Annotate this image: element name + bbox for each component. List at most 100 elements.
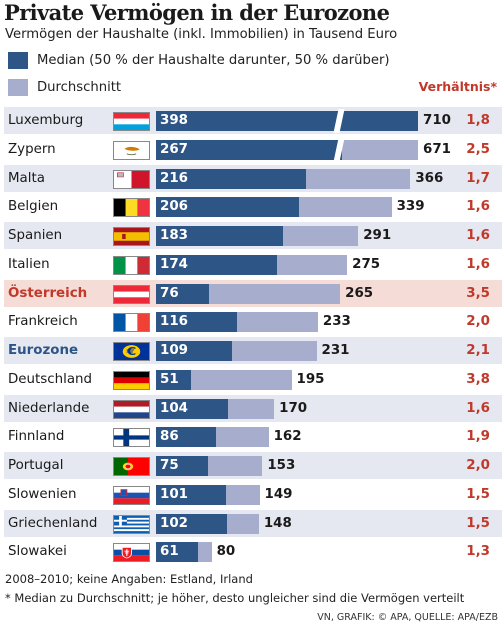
row-belgien: Belgien 206 339 1,6 xyxy=(0,192,502,221)
median-bar xyxy=(156,168,307,189)
eu-euro-flag-icon: € xyxy=(113,342,150,361)
row-eurozone: Eurozone €109 231 2,1 xyxy=(0,336,502,365)
slovakia-flag-icon xyxy=(113,543,150,563)
median-value-label: 206 xyxy=(160,199,188,215)
legend-average-swatch xyxy=(8,78,28,96)
legend-median-label: Median (50 % der Haushalte darunter, 50 … xyxy=(37,52,390,68)
slovenia-flag-icon xyxy=(113,485,150,505)
country-label: Deutschland xyxy=(8,371,93,387)
country-label: Italien xyxy=(8,256,50,272)
average-value-label: 231 xyxy=(321,343,350,358)
median-bar xyxy=(156,341,232,361)
ratio-value-label: 3,8 xyxy=(466,371,490,387)
country-label: Frankreich xyxy=(8,314,78,330)
median-value-label: 61 xyxy=(160,544,179,560)
belgium-flag-icon xyxy=(113,198,150,218)
median-bar xyxy=(156,398,229,419)
legend-median-swatch xyxy=(8,51,28,69)
ratio-value-label: 1,6 xyxy=(466,400,490,416)
ratio-value-label: 1,6 xyxy=(466,199,490,215)
ratio-value-label: 1,3 xyxy=(466,544,490,560)
austria-flag-icon xyxy=(113,284,150,304)
median-value-label: 101 xyxy=(160,486,188,502)
france-flag-icon xyxy=(113,313,150,333)
ratio-value-label: 3,5 xyxy=(466,285,490,301)
svg-text:€: € xyxy=(125,346,136,358)
country-label: Griechenland xyxy=(8,515,98,531)
median-bar xyxy=(156,369,192,390)
row-finnland: Finnland 86 162 1,9 xyxy=(0,422,502,451)
median-value-label: 104 xyxy=(160,400,188,416)
country-label: Belgien xyxy=(8,199,59,215)
row-slowakei: Slowakei 61 80 1,3 xyxy=(0,537,502,566)
country-label: Österreich xyxy=(8,285,88,301)
median-value-label: 75 xyxy=(160,458,179,473)
average-value-label: 366 xyxy=(415,170,444,186)
median-value-label: 51 xyxy=(160,371,179,387)
median-bar xyxy=(156,111,418,131)
row-slowenien: Slowenien 101 149 1,5 xyxy=(0,480,502,509)
cyprus-flag-icon xyxy=(113,140,150,160)
median-bar xyxy=(156,513,227,534)
median-bar xyxy=(156,197,300,218)
median-bar xyxy=(156,226,284,246)
ratio-value-label: 1,5 xyxy=(466,486,490,502)
country-label: Eurozone xyxy=(8,343,79,358)
median-bar xyxy=(156,283,209,304)
average-value-label: 233 xyxy=(322,314,351,330)
legend-average-label: Durchschnitt xyxy=(37,79,122,95)
netherlands-flag-icon xyxy=(113,399,150,419)
ratio-value-label: 2,0 xyxy=(466,458,490,473)
row-zypern: Zypern 267 671 2,5 xyxy=(0,135,502,164)
average-value-label: 275 xyxy=(352,256,381,272)
median-value-label: 174 xyxy=(160,256,188,272)
median-value-label: 267 xyxy=(160,141,188,157)
row-malta: Malta 216 366 1,7 xyxy=(0,164,502,193)
median-value-label: 216 xyxy=(160,170,188,186)
average-value-label: 195 xyxy=(296,371,325,387)
footnote-ratio: * Median zu Durchschnitt; je höher, dest… xyxy=(5,591,465,605)
row-portugal: Portugal 75 153 2,0 xyxy=(0,451,502,480)
row-italien: Italien 174 275 1,6 xyxy=(0,250,502,279)
finland-flag-icon xyxy=(113,428,150,448)
median-value-label: 76 xyxy=(160,285,179,301)
ratio-value-label: 2,0 xyxy=(466,314,490,330)
average-value-label: 148 xyxy=(263,515,292,531)
country-label: Luxemburg xyxy=(8,113,84,128)
average-value-label: 162 xyxy=(273,429,302,445)
country-label: Portugal xyxy=(8,458,64,473)
median-bar xyxy=(156,427,216,448)
italy-flag-icon xyxy=(113,255,150,275)
average-value-label: 80 xyxy=(216,544,236,560)
luxembourg-flag-icon xyxy=(113,112,150,131)
ratio-value-label: 1,6 xyxy=(466,256,490,272)
median-value-label: 86 xyxy=(160,429,179,445)
average-value-label: 291 xyxy=(363,228,392,243)
ratio-value-label: 2,1 xyxy=(466,343,490,358)
average-value-label: 710 xyxy=(423,113,451,128)
country-label: Slowenien xyxy=(8,486,77,502)
ratio-value-label: 1,9 xyxy=(466,429,490,445)
median-bar xyxy=(156,484,227,505)
country-label: Niederlande xyxy=(8,400,90,416)
row-griechenland: Griechenland 102 148 1,5 xyxy=(0,509,502,538)
average-value-label: 671 xyxy=(423,141,451,157)
malta-flag-icon xyxy=(113,169,150,189)
greece-flag-icon xyxy=(113,514,150,534)
average-value-label: 170 xyxy=(279,400,308,416)
spain-flag-icon xyxy=(113,227,150,246)
row-frankreich: Frankreich 116 233 2,0 xyxy=(0,307,502,336)
country-label: Slowakei xyxy=(8,544,67,560)
row-spanien: Spanien 183 291 1,6 xyxy=(0,221,502,250)
median-bar xyxy=(156,312,237,333)
portugal-flag-icon xyxy=(113,457,150,476)
ratio-value-label: 1,6 xyxy=(466,228,490,243)
average-value-label: 153 xyxy=(267,458,296,473)
legend-median: Median (50 % der Haushalte darunter, 50 … xyxy=(8,51,390,69)
chart-title: Private Vermögen in der Eurozone xyxy=(4,0,390,25)
germany-flag-icon xyxy=(113,370,150,390)
source-credit: VN, GRAFIK: © APA, QUELLE: APA/EZB xyxy=(317,612,498,623)
median-bar xyxy=(156,542,199,563)
average-value-label: 265 xyxy=(345,285,374,301)
ratio-value-label: 1,8 xyxy=(466,113,490,128)
